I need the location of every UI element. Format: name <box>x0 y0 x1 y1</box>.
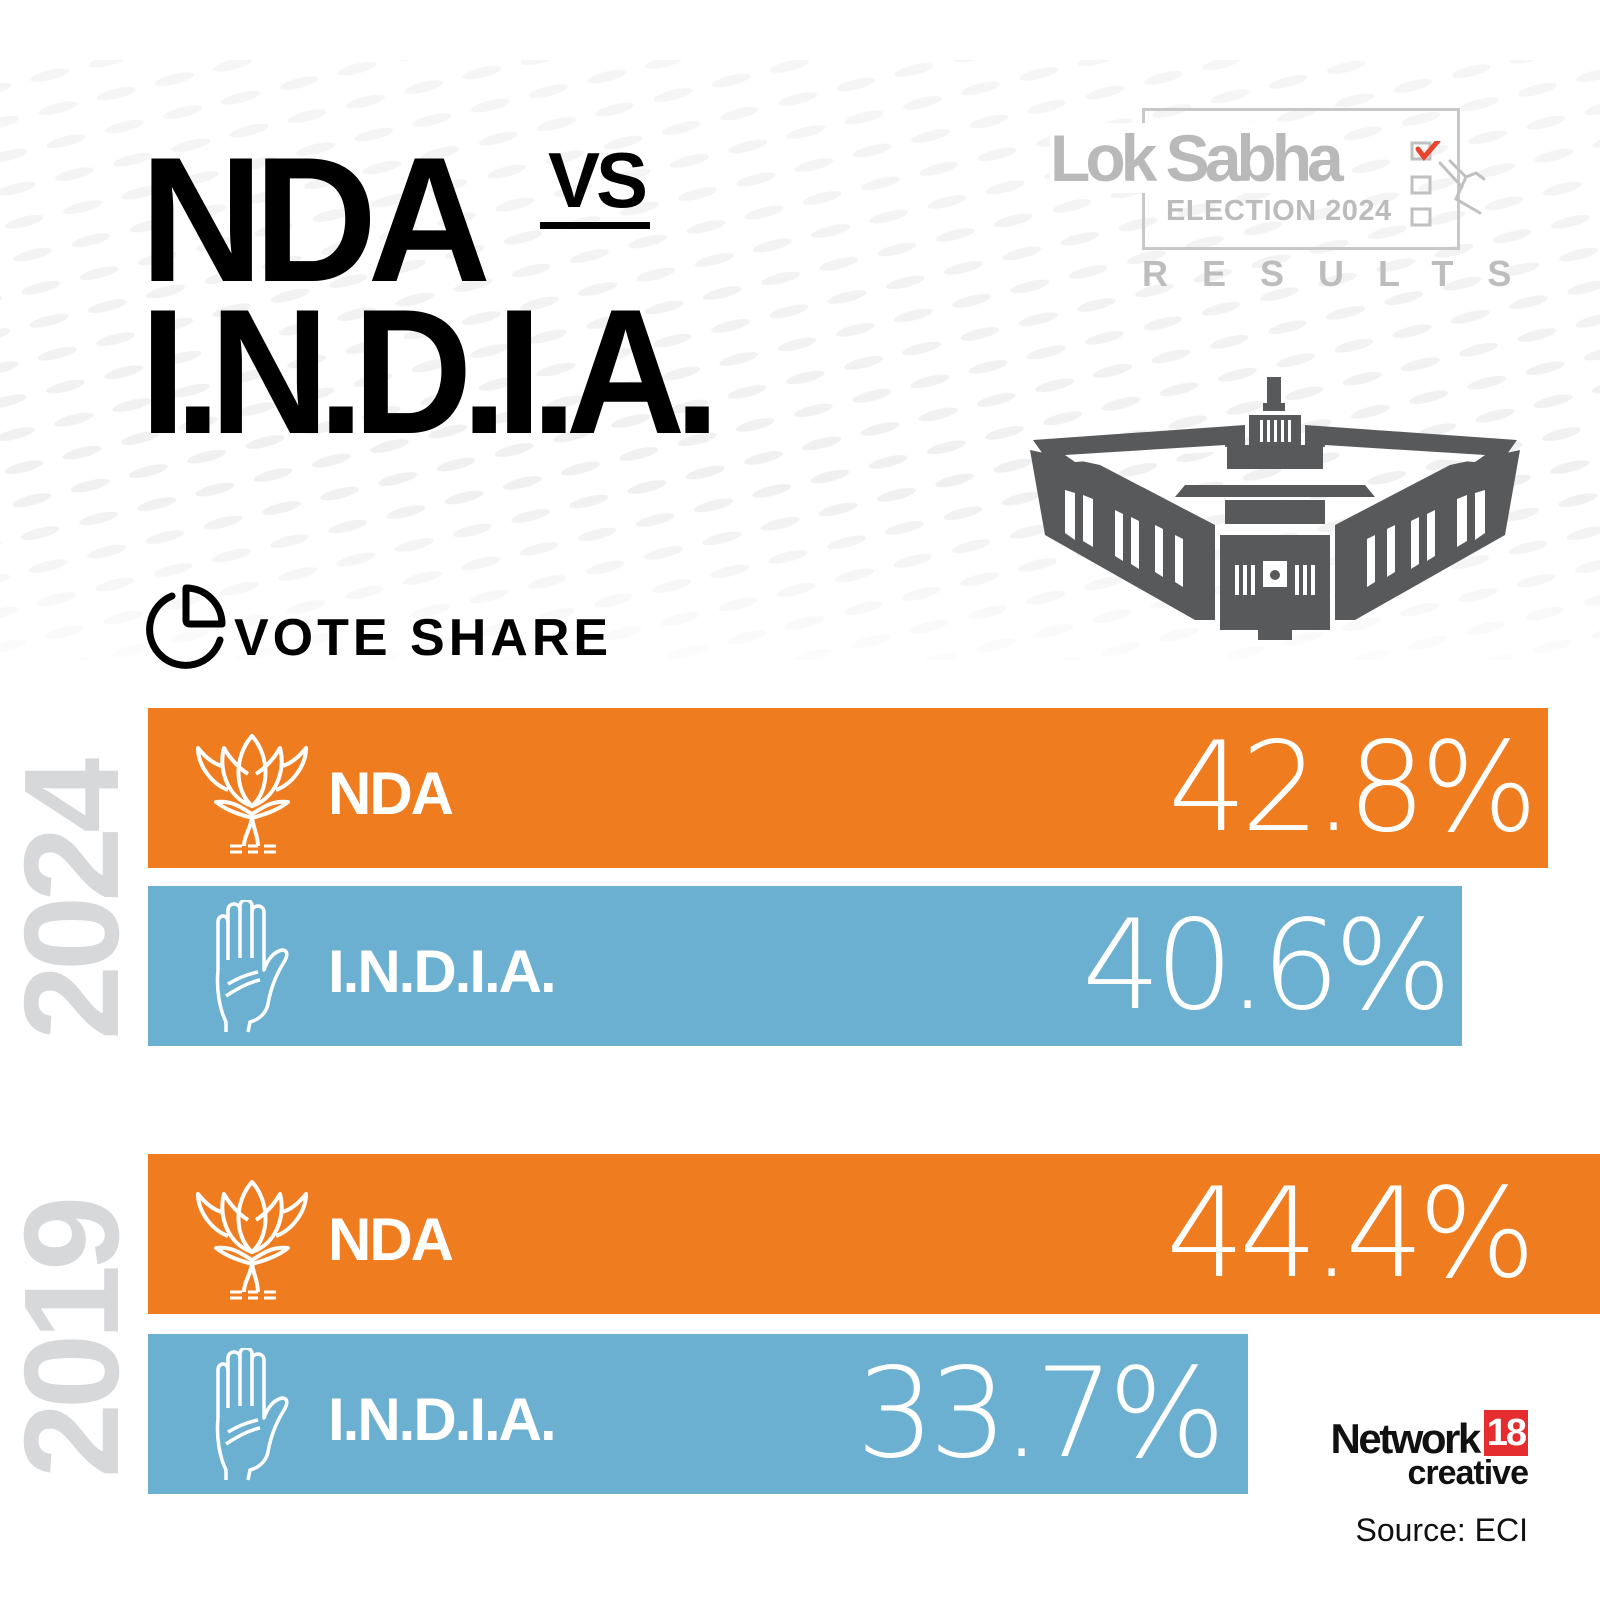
title-nda: NDA <box>140 120 491 319</box>
lotus-icon <box>196 734 308 854</box>
bar-value: 33.7% <box>856 1342 1226 1486</box>
lok-sabha-logo: Lok Sabha ELECTION 2024 RESULTS <box>1050 105 1511 295</box>
brand-name: Network <box>1330 1415 1482 1462</box>
bar-value: 44.4% <box>1166 1162 1536 1306</box>
title-india: I.N.D.I.A. <box>140 272 720 471</box>
hand-icon <box>215 1348 289 1481</box>
brand-number: 18 <box>1483 1410 1528 1456</box>
bar-2024-nda: NDA 42.8% <box>148 708 1548 868</box>
bar-value: 40.6% <box>1082 894 1452 1038</box>
parliament-building-icon <box>1030 377 1520 640</box>
ballot-checklist-icon <box>1410 141 1486 227</box>
logo-lok-sabha: Lok Sabha <box>1050 123 1344 193</box>
bar-label: I.N.D.I.A. <box>328 938 557 1006</box>
source-note: Source: ECI <box>1355 1512 1528 1548</box>
bar-2024-india: I.N.D.I.A. 40.6% <box>148 886 1462 1046</box>
bar-value: 42.8% <box>1168 716 1538 860</box>
bar-2019-nda: NDA 44.4% <box>148 1154 1600 1314</box>
year-label-2019: 2019 <box>0 1201 147 1478</box>
vote-share-label: VOTE SHARE <box>234 609 613 667</box>
brand-sub: creative <box>1407 1454 1529 1492</box>
logo-results: RESULTS <box>1142 253 1546 294</box>
hand-icon <box>215 900 289 1033</box>
bar-label: NDA <box>328 1206 454 1274</box>
vote-share-heading: VOTE SHARE <box>142 582 612 674</box>
year-label-2024: 2024 <box>0 763 147 1040</box>
bar-2019-india: I.N.D.I.A. 33.7% <box>148 1334 1248 1494</box>
title-vs: VS <box>540 140 651 229</box>
bar-label: I.N.D.I.A. <box>328 1386 557 1454</box>
network18-logo: Network 18 creative <box>1296 1410 1529 1492</box>
lotus-icon <box>196 1180 308 1300</box>
bar-label: NDA <box>328 760 454 828</box>
pie-chart-icon <box>146 584 226 669</box>
logo-election: ELECTION 2024 <box>1166 195 1392 227</box>
